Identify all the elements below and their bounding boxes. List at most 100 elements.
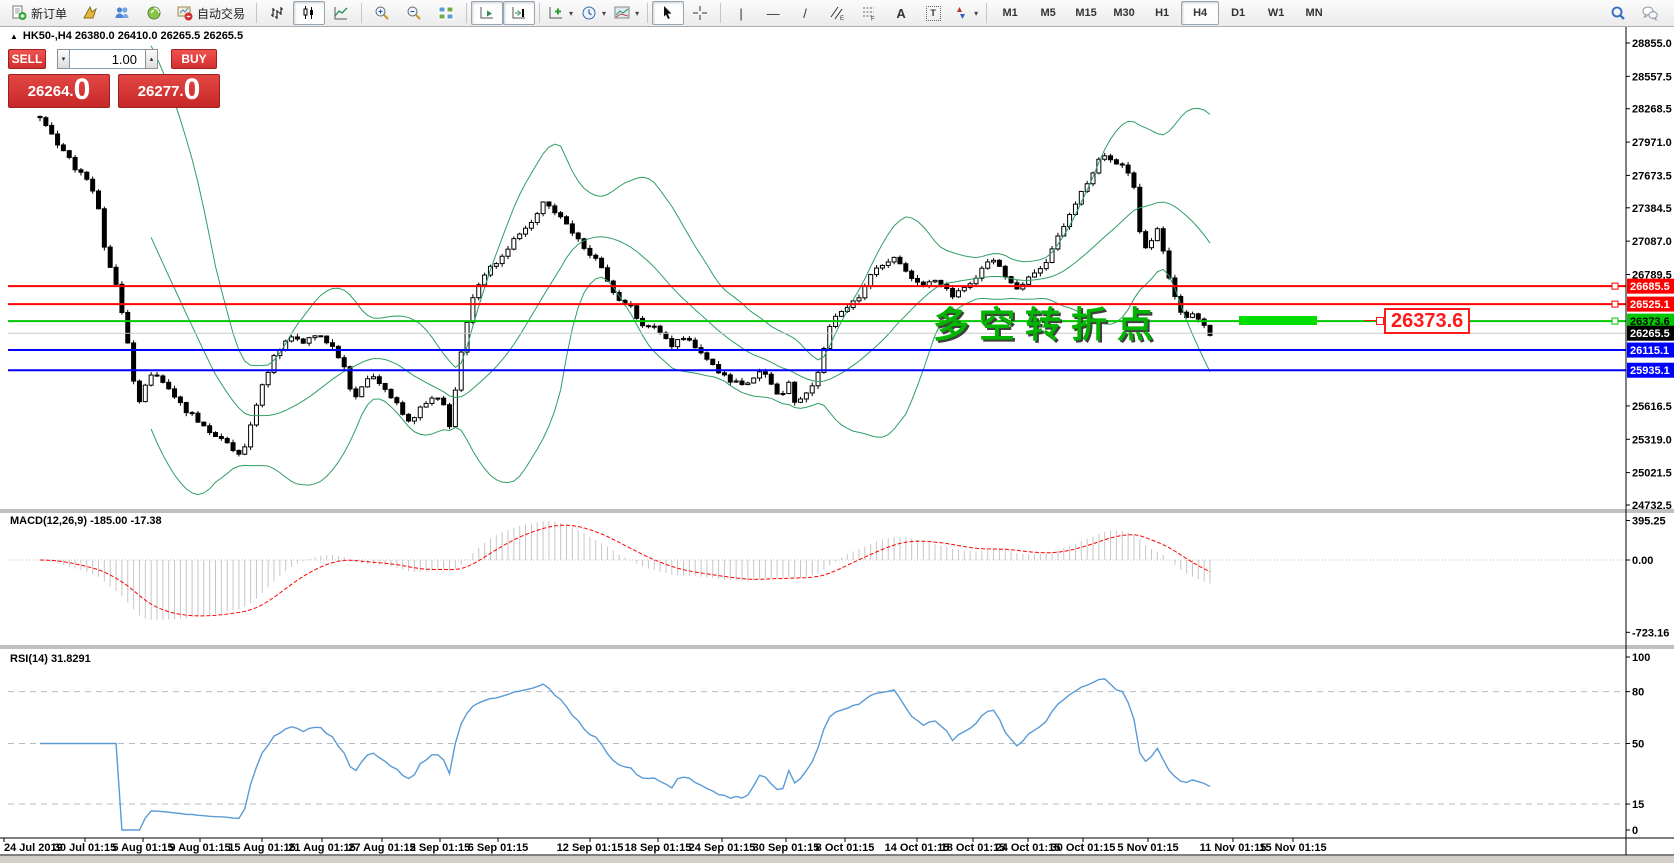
chat-icon — [1642, 6, 1658, 21]
price-badge — [1627, 342, 1674, 358]
label-tool-button[interactable]: T — [917, 1, 949, 25]
candle — [271, 355, 277, 373]
trendline-button[interactable]: / — [789, 1, 821, 25]
price-badge-label: 25935.1 — [1630, 365, 1670, 377]
sell-price-button[interactable]: 26264. 0 — [8, 74, 110, 108]
price-tick-label: 27673.5 — [1632, 170, 1672, 182]
zoom-out-button[interactable] — [398, 1, 430, 25]
timeframe-mn-button[interactable]: MN — [1305, 7, 1323, 19]
candle — [207, 425, 213, 434]
timeframe-h1-button[interactable]: H1 — [1155, 7, 1170, 19]
candle — [1119, 163, 1125, 166]
price-callout[interactable]: 26373.6 — [1384, 308, 1471, 334]
volume-input[interactable] — [69, 49, 146, 69]
auto-scroll-button[interactable] — [471, 1, 504, 25]
vertical-line-button[interactable]: | — [725, 1, 757, 25]
timeframe-m5-button[interactable]: M5 — [1040, 7, 1056, 19]
candle — [569, 223, 575, 234]
candle — [1189, 313, 1195, 318]
new-chart-button[interactable] — [74, 1, 106, 25]
sell-button[interactable]: SELL — [8, 49, 46, 69]
toolbar-separator — [539, 3, 541, 23]
algo-trading-icon — [177, 6, 193, 21]
macd-signal-line — [39, 524, 1211, 617]
algo-trading-button[interactable]: 自动交易 — [170, 1, 252, 25]
candle — [950, 287, 956, 298]
horizontal-lines[interactable] — [8, 282, 1626, 372]
buy-price-pips: 0 — [183, 73, 201, 106]
time-tick-label: 24 Oct 01:15 — [996, 842, 1061, 854]
timeframe-w1-button[interactable]: W1 — [1267, 7, 1285, 19]
line-chart-button[interactable] — [325, 1, 357, 25]
timeframe-m30-button[interactable]: M30 — [1113, 7, 1135, 19]
sell-price-pips: 0 — [73, 73, 91, 106]
candle — [259, 384, 265, 406]
signals-button[interactable] — [138, 1, 170, 25]
candle — [593, 254, 599, 259]
price-tick-label: 25319.0 — [1632, 434, 1672, 446]
community-button[interactable] — [106, 1, 138, 25]
timeframe-m15-button[interactable]: M15 — [1075, 7, 1097, 19]
arrows-tool-button[interactable]: ▾ — [949, 1, 982, 25]
chat-button[interactable] — [1634, 1, 1666, 25]
green-highlight-bar[interactable] — [1239, 316, 1317, 325]
candlestick-chart-button[interactable] — [293, 1, 326, 25]
buy-price-button[interactable]: 26277. 0 — [118, 74, 220, 108]
templates-icon — [614, 6, 630, 19]
price-badge-label: 26525.1 — [1630, 299, 1670, 311]
collapse-icon[interactable]: ▲ — [10, 31, 18, 41]
candle — [955, 290, 961, 298]
candle — [792, 381, 798, 403]
periods-button[interactable]: ▾ — [577, 1, 610, 25]
candle — [885, 261, 891, 266]
candle — [300, 338, 306, 344]
fibonacci-button[interactable]: F — [853, 1, 885, 25]
zoom-in-button[interactable] — [366, 1, 398, 25]
candle — [423, 402, 429, 408]
candle — [891, 256, 897, 263]
new-order-button[interactable]: 新订单 — [4, 1, 74, 25]
turning-point-annotation[interactable]: 多空转折点 — [933, 304, 1164, 345]
bar-chart-button[interactable] — [261, 1, 293, 25]
candle — [909, 270, 915, 279]
text-tool-button[interactable]: A — [885, 1, 917, 25]
horizontal-line-button[interactable]: — — [757, 1, 789, 25]
timeframe-h4-button[interactable]: H4 — [1181, 1, 1220, 25]
volume-increase-button[interactable]: ▴ — [145, 49, 158, 69]
time-tick-label: 18 Oct 01:15 — [941, 842, 1006, 854]
line-chart-icon — [334, 7, 348, 20]
chart-title-text: HK50-,H4 26380.0 26410.0 26265.5 26265.5 — [22, 30, 244, 42]
candle — [540, 201, 546, 215]
candle — [49, 124, 55, 135]
candle — [148, 374, 154, 386]
buy-button[interactable]: BUY — [171, 49, 217, 69]
chart-plot-area[interactable] — [8, 28, 1626, 509]
svg-text:F: F — [871, 17, 875, 22]
timeframe-d1-button[interactable]: D1 — [1231, 7, 1246, 19]
price-axis[interactable]: 28855.0 28557.5 28268.5 27971.0 27673.5 27384… — [1626, 38, 1674, 512]
candle — [341, 357, 347, 368]
price-tick-label: 28268.5 — [1632, 104, 1672, 116]
candle — [359, 386, 365, 398]
templates-button[interactable]: ▾ — [610, 1, 643, 25]
candle — [154, 374, 160, 377]
price-tick-label: 27087.0 — [1632, 236, 1672, 248]
search-button[interactable] — [1602, 1, 1634, 25]
candle — [564, 216, 569, 225]
cursor-button[interactable] — [652, 1, 685, 25]
candle — [575, 232, 581, 240]
tile-windows-button[interactable] — [430, 1, 462, 25]
candle — [330, 342, 335, 347]
chart-shift-button[interactable] — [503, 1, 536, 25]
candle — [1149, 240, 1154, 249]
equidistant-channel-button[interactable]: E — [821, 1, 853, 25]
timeframe-m1-button[interactable]: M1 — [1002, 7, 1018, 19]
crosshair-button[interactable] — [684, 1, 716, 25]
candle — [727, 374, 733, 383]
candle — [43, 117, 49, 126]
indicator-axis[interactable]: 395.25 0.00 -723.16 100 80 50 15 0 — [1626, 515, 1669, 837]
candle — [136, 380, 142, 403]
indicators-button[interactable]: ▾ — [544, 1, 577, 25]
